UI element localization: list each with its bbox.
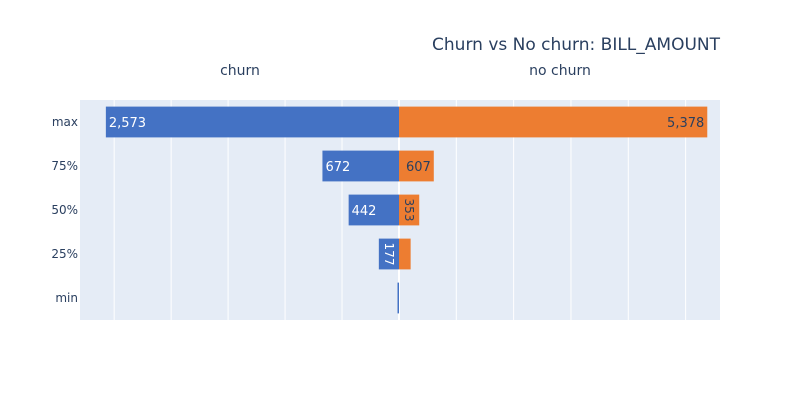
bar-no-churn (399, 106, 708, 138)
data-label: 442 (352, 204, 377, 219)
data-label: 672 (325, 160, 350, 175)
bar-no-churn (399, 194, 420, 226)
bar-churn (397, 282, 399, 314)
data-label: 607 (406, 160, 431, 175)
bar-churn (322, 150, 399, 182)
subplot-title-no-churn: no churn (529, 63, 591, 79)
subplot-title-churn: churn (220, 63, 260, 79)
bar-no-churn (399, 238, 411, 270)
y-tick-label: 75% (51, 159, 78, 173)
y-tick-label: max (52, 115, 78, 129)
bar-churn (378, 238, 399, 270)
y-tick-label: 50% (51, 203, 78, 217)
y-tick-label: 25% (51, 247, 78, 261)
chart-title: Churn vs No churn: BILL_AMOUNT (432, 35, 721, 55)
bar-no-churn (399, 150, 434, 182)
data-label: 2,573 (109, 116, 146, 131)
y-tick-label: min (55, 291, 78, 305)
plot-area: churn no churn max 75% 50% 25% min 2,573 672 442 1… (51, 63, 720, 320)
bar-churn (105, 106, 399, 138)
data-label: 5,378 (667, 116, 704, 131)
data-label: 353 (402, 199, 416, 222)
bar-churn (348, 194, 399, 226)
data-label: 177 (382, 243, 396, 266)
